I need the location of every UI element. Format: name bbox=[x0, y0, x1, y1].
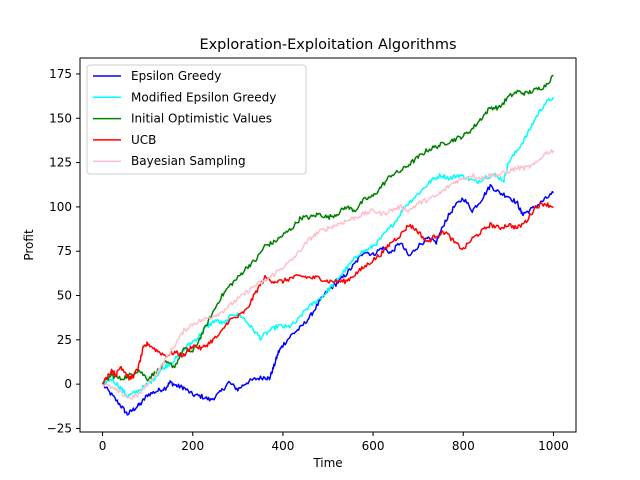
x-tick-label: 200 bbox=[181, 439, 204, 453]
y-tick-label: −25 bbox=[47, 421, 72, 435]
legend: Epsilon Greedy Modified Epsilon Greedy Ini… bbox=[86, 64, 307, 175]
y-axis-ticks: −25 0 25 50 75 100 125 150 175 bbox=[47, 67, 80, 435]
legend-entry-label: Initial Optimistic Values bbox=[131, 112, 272, 126]
x-tick-label: 1000 bbox=[538, 439, 569, 453]
y-tick-label: 75 bbox=[57, 244, 72, 258]
series-line-4 bbox=[101, 149, 555, 400]
legend-entry-label: UCB bbox=[131, 133, 156, 147]
legend-entry-label: Bayesian Sampling bbox=[131, 154, 246, 168]
y-tick-label: 50 bbox=[57, 289, 72, 303]
x-tick-label: 0 bbox=[99, 439, 107, 453]
y-tick-label: 0 bbox=[64, 377, 72, 391]
y-tick-label: 125 bbox=[49, 156, 72, 170]
chart-title: Exploration-Exploitation Algorithms bbox=[199, 37, 456, 53]
x-axis-ticks: 0 200 400 600 800 1000 bbox=[99, 432, 569, 453]
plot-lines bbox=[101, 74, 555, 416]
legend-box bbox=[86, 64, 307, 175]
x-axis-label: Time bbox=[312, 456, 342, 470]
x-tick-label: 400 bbox=[271, 439, 294, 453]
x-tick-label: 600 bbox=[362, 439, 385, 453]
legend-entry-label: Epsilon Greedy bbox=[131, 69, 221, 83]
series-line-2 bbox=[101, 74, 554, 385]
plot-frame bbox=[79, 57, 577, 433]
y-tick-label: 100 bbox=[49, 200, 72, 214]
series-line-3 bbox=[102, 202, 554, 385]
y-tick-label: 25 bbox=[57, 333, 72, 347]
series-line-0 bbox=[102, 183, 554, 416]
x-tick-label: 800 bbox=[452, 439, 475, 453]
y-tick-label: 150 bbox=[49, 111, 72, 125]
series-line-1 bbox=[101, 96, 555, 399]
y-axis-label: Profit bbox=[22, 229, 36, 261]
legend-entry-label: Modified Epsilon Greedy bbox=[131, 90, 276, 104]
y-tick-label: 175 bbox=[49, 67, 72, 81]
